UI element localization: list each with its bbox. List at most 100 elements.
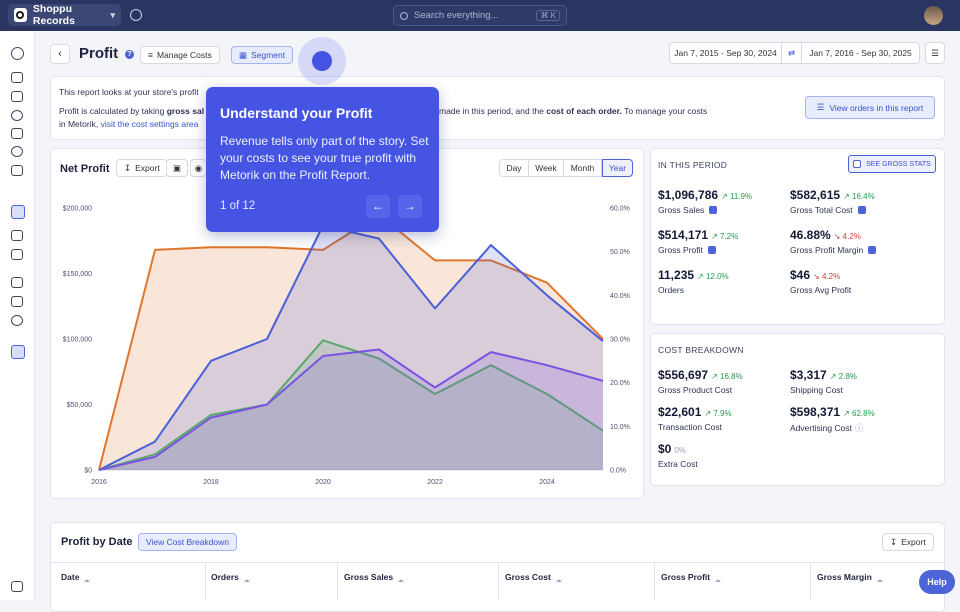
period-stat-label: Gross Profit Margin bbox=[790, 245, 877, 255]
compare-date-range[interactable]: Jan 7, 2015 - Sep 30, 2024 bbox=[669, 42, 782, 64]
search-input[interactable]: Search everything... ⌘ K bbox=[393, 5, 567, 26]
table-divider bbox=[50, 562, 945, 563]
info-line-2a: Profit is calculated by taking gross sal bbox=[59, 106, 205, 116]
customers-icon[interactable] bbox=[11, 110, 23, 121]
menu-icon[interactable]: ☰ bbox=[925, 42, 945, 64]
period-stat-amount: 46.88% bbox=[790, 228, 831, 242]
segment-button[interactable]: ▦ Segment bbox=[231, 46, 294, 64]
checkbox-checked-icon[interactable] bbox=[868, 246, 877, 254]
cost-breakdown-heading: COST BREAKDOWN bbox=[658, 345, 744, 355]
range-year[interactable]: Year bbox=[602, 159, 633, 177]
manage-costs-label: Manage Costs bbox=[156, 50, 212, 60]
range-week[interactable]: Week bbox=[529, 159, 564, 177]
search-icon bbox=[400, 11, 408, 20]
period-stat-label: Gross Profit bbox=[658, 245, 716, 255]
cost-stat-value: $598,371 ↗ 62.8% bbox=[790, 405, 875, 419]
info-line-1: This report looks at your store's profit bbox=[59, 87, 199, 97]
cart-icon[interactable] bbox=[11, 165, 23, 176]
column-header[interactable]: Date bbox=[61, 565, 91, 589]
checkbox-checked-icon[interactable] bbox=[857, 206, 866, 214]
cost-stat-amount: $22,601 bbox=[658, 405, 702, 419]
chart-title: Net Profit bbox=[60, 163, 110, 175]
tour-beacon-dot[interactable] bbox=[312, 51, 332, 71]
manage-costs-button[interactable]: ≡ Manage Costs bbox=[140, 46, 220, 64]
dashboard-icon[interactable] bbox=[11, 47, 24, 60]
back-button[interactable]: ‹ bbox=[50, 44, 70, 64]
period-stat-change: ↗ 7.2% bbox=[711, 232, 739, 241]
reports-icon[interactable] bbox=[11, 205, 25, 219]
period-stat-label: Gross Avg Profit bbox=[790, 285, 852, 295]
cost-breakdown-card bbox=[650, 333, 945, 486]
period-stat-change: ↗ 12.0% bbox=[697, 272, 729, 281]
download-icon[interactable] bbox=[11, 296, 23, 307]
column-header[interactable]: Gross Margin bbox=[817, 565, 883, 589]
inbox-icon[interactable] bbox=[11, 72, 23, 83]
cost-settings-link[interactable]: visit the cost settings area bbox=[100, 119, 199, 129]
cost-stat-label: Gross Product Cost bbox=[658, 385, 733, 395]
money-bag-icon[interactable] bbox=[11, 315, 23, 326]
help-icon[interactable]: ? bbox=[125, 50, 134, 59]
current-range-label: Jan 7, 2016 - Sep 30, 2025 bbox=[809, 48, 912, 58]
column-header[interactable]: Gross Sales bbox=[344, 565, 405, 589]
trend-up-icon: ↗ bbox=[704, 409, 714, 418]
chart-export-button[interactable]: ↧ Export bbox=[116, 159, 168, 177]
trend-down-icon: ↘ bbox=[813, 272, 822, 281]
table-export-button[interactable]: ↧ Export bbox=[882, 533, 934, 551]
cost-stat-change: ↗ 7.9% bbox=[704, 409, 732, 418]
trend-up-icon: ↗ bbox=[711, 372, 720, 381]
tooltip-prev-button[interactable]: ← bbox=[366, 195, 390, 218]
cost-stat-amount: $3,317 bbox=[790, 368, 827, 382]
coupon-icon[interactable] bbox=[11, 146, 23, 157]
checkbox-checked-icon[interactable] bbox=[709, 206, 718, 214]
info-icon[interactable]: ⓘ bbox=[854, 423, 864, 433]
clock-icon[interactable] bbox=[130, 9, 142, 21]
trend-up-icon: ↗ bbox=[829, 372, 839, 381]
settings-panel-icon[interactable] bbox=[11, 581, 23, 592]
cost-stat-label: Shipping Cost bbox=[790, 385, 843, 395]
arrow-right-icon: → bbox=[404, 199, 416, 213]
tooltip-step: 1 of 12 bbox=[220, 200, 256, 212]
see-gross-stats-button[interactable]: SEE GROSS STATS bbox=[848, 155, 936, 173]
cost-stat-change: ↗ 2.8% bbox=[829, 372, 857, 381]
grid-icon[interactable] bbox=[11, 249, 23, 260]
metorik-engage-icon[interactable] bbox=[11, 345, 25, 359]
cost-stat-label: Extra Cost bbox=[658, 459, 698, 469]
info-line-3: in Metorik, visit the cost settings area bbox=[59, 119, 199, 129]
view-orders-button[interactable]: ☰ View orders in this report bbox=[805, 96, 935, 119]
chevron-down-icon: ▾ bbox=[110, 9, 115, 20]
screenshot-icon[interactable]: ▣ bbox=[166, 159, 188, 177]
column-header[interactable]: Gross Profit bbox=[661, 565, 722, 589]
mail-icon[interactable] bbox=[11, 277, 23, 288]
segment-icon: ▦ bbox=[239, 49, 248, 60]
current-date-range[interactable]: Jan 7, 2016 - Sep 30, 2025 bbox=[801, 42, 920, 64]
search-placeholder: Search everything... bbox=[414, 10, 499, 21]
column-divider bbox=[498, 563, 499, 600]
tooltip-next-button[interactable]: → bbox=[398, 195, 422, 218]
range-month[interactable]: Month bbox=[564, 159, 602, 177]
column-header[interactable]: Orders bbox=[211, 565, 250, 589]
column-header[interactable]: Gross Cost bbox=[505, 565, 562, 589]
tag-icon[interactable] bbox=[11, 128, 23, 139]
calendar-icon[interactable] bbox=[11, 91, 23, 102]
trend-up-icon: ↗ bbox=[721, 192, 730, 201]
cost-stat-change: ↗ 62.8% bbox=[843, 409, 875, 418]
cost-stat-value: $3,317 ↗ 2.8% bbox=[790, 368, 857, 382]
trend-up-icon: ↗ bbox=[711, 232, 720, 241]
search-shortcut: ⌘ K bbox=[536, 10, 560, 21]
swap-icon[interactable]: ⇄ bbox=[782, 42, 801, 64]
info-card bbox=[50, 76, 945, 140]
range-day[interactable]: Day bbox=[499, 159, 529, 177]
store-switcher[interactable]: Shoppu Records ▾ bbox=[8, 3, 121, 27]
checkbox-checked-icon[interactable] bbox=[707, 246, 716, 254]
help-button[interactable]: Help bbox=[919, 570, 955, 594]
column-divider bbox=[205, 563, 206, 600]
tooltip-body: Revenue tells only part of the story. Se… bbox=[220, 134, 429, 182]
view-cost-breakdown-button[interactable]: View Cost Breakdown bbox=[138, 533, 237, 551]
avatar[interactable] bbox=[924, 6, 943, 25]
period-stat-value: $514,171 ↗ 7.2% bbox=[658, 228, 738, 242]
binoculars-icon[interactable]: ◉ bbox=[190, 159, 206, 177]
period-stat-amount: $1,096,786 bbox=[658, 188, 719, 202]
download-icon: ↧ bbox=[124, 162, 132, 173]
chart-icon[interactable] bbox=[11, 230, 23, 241]
period-stat-value: 46.88% ↘ 4.2% bbox=[790, 228, 861, 242]
